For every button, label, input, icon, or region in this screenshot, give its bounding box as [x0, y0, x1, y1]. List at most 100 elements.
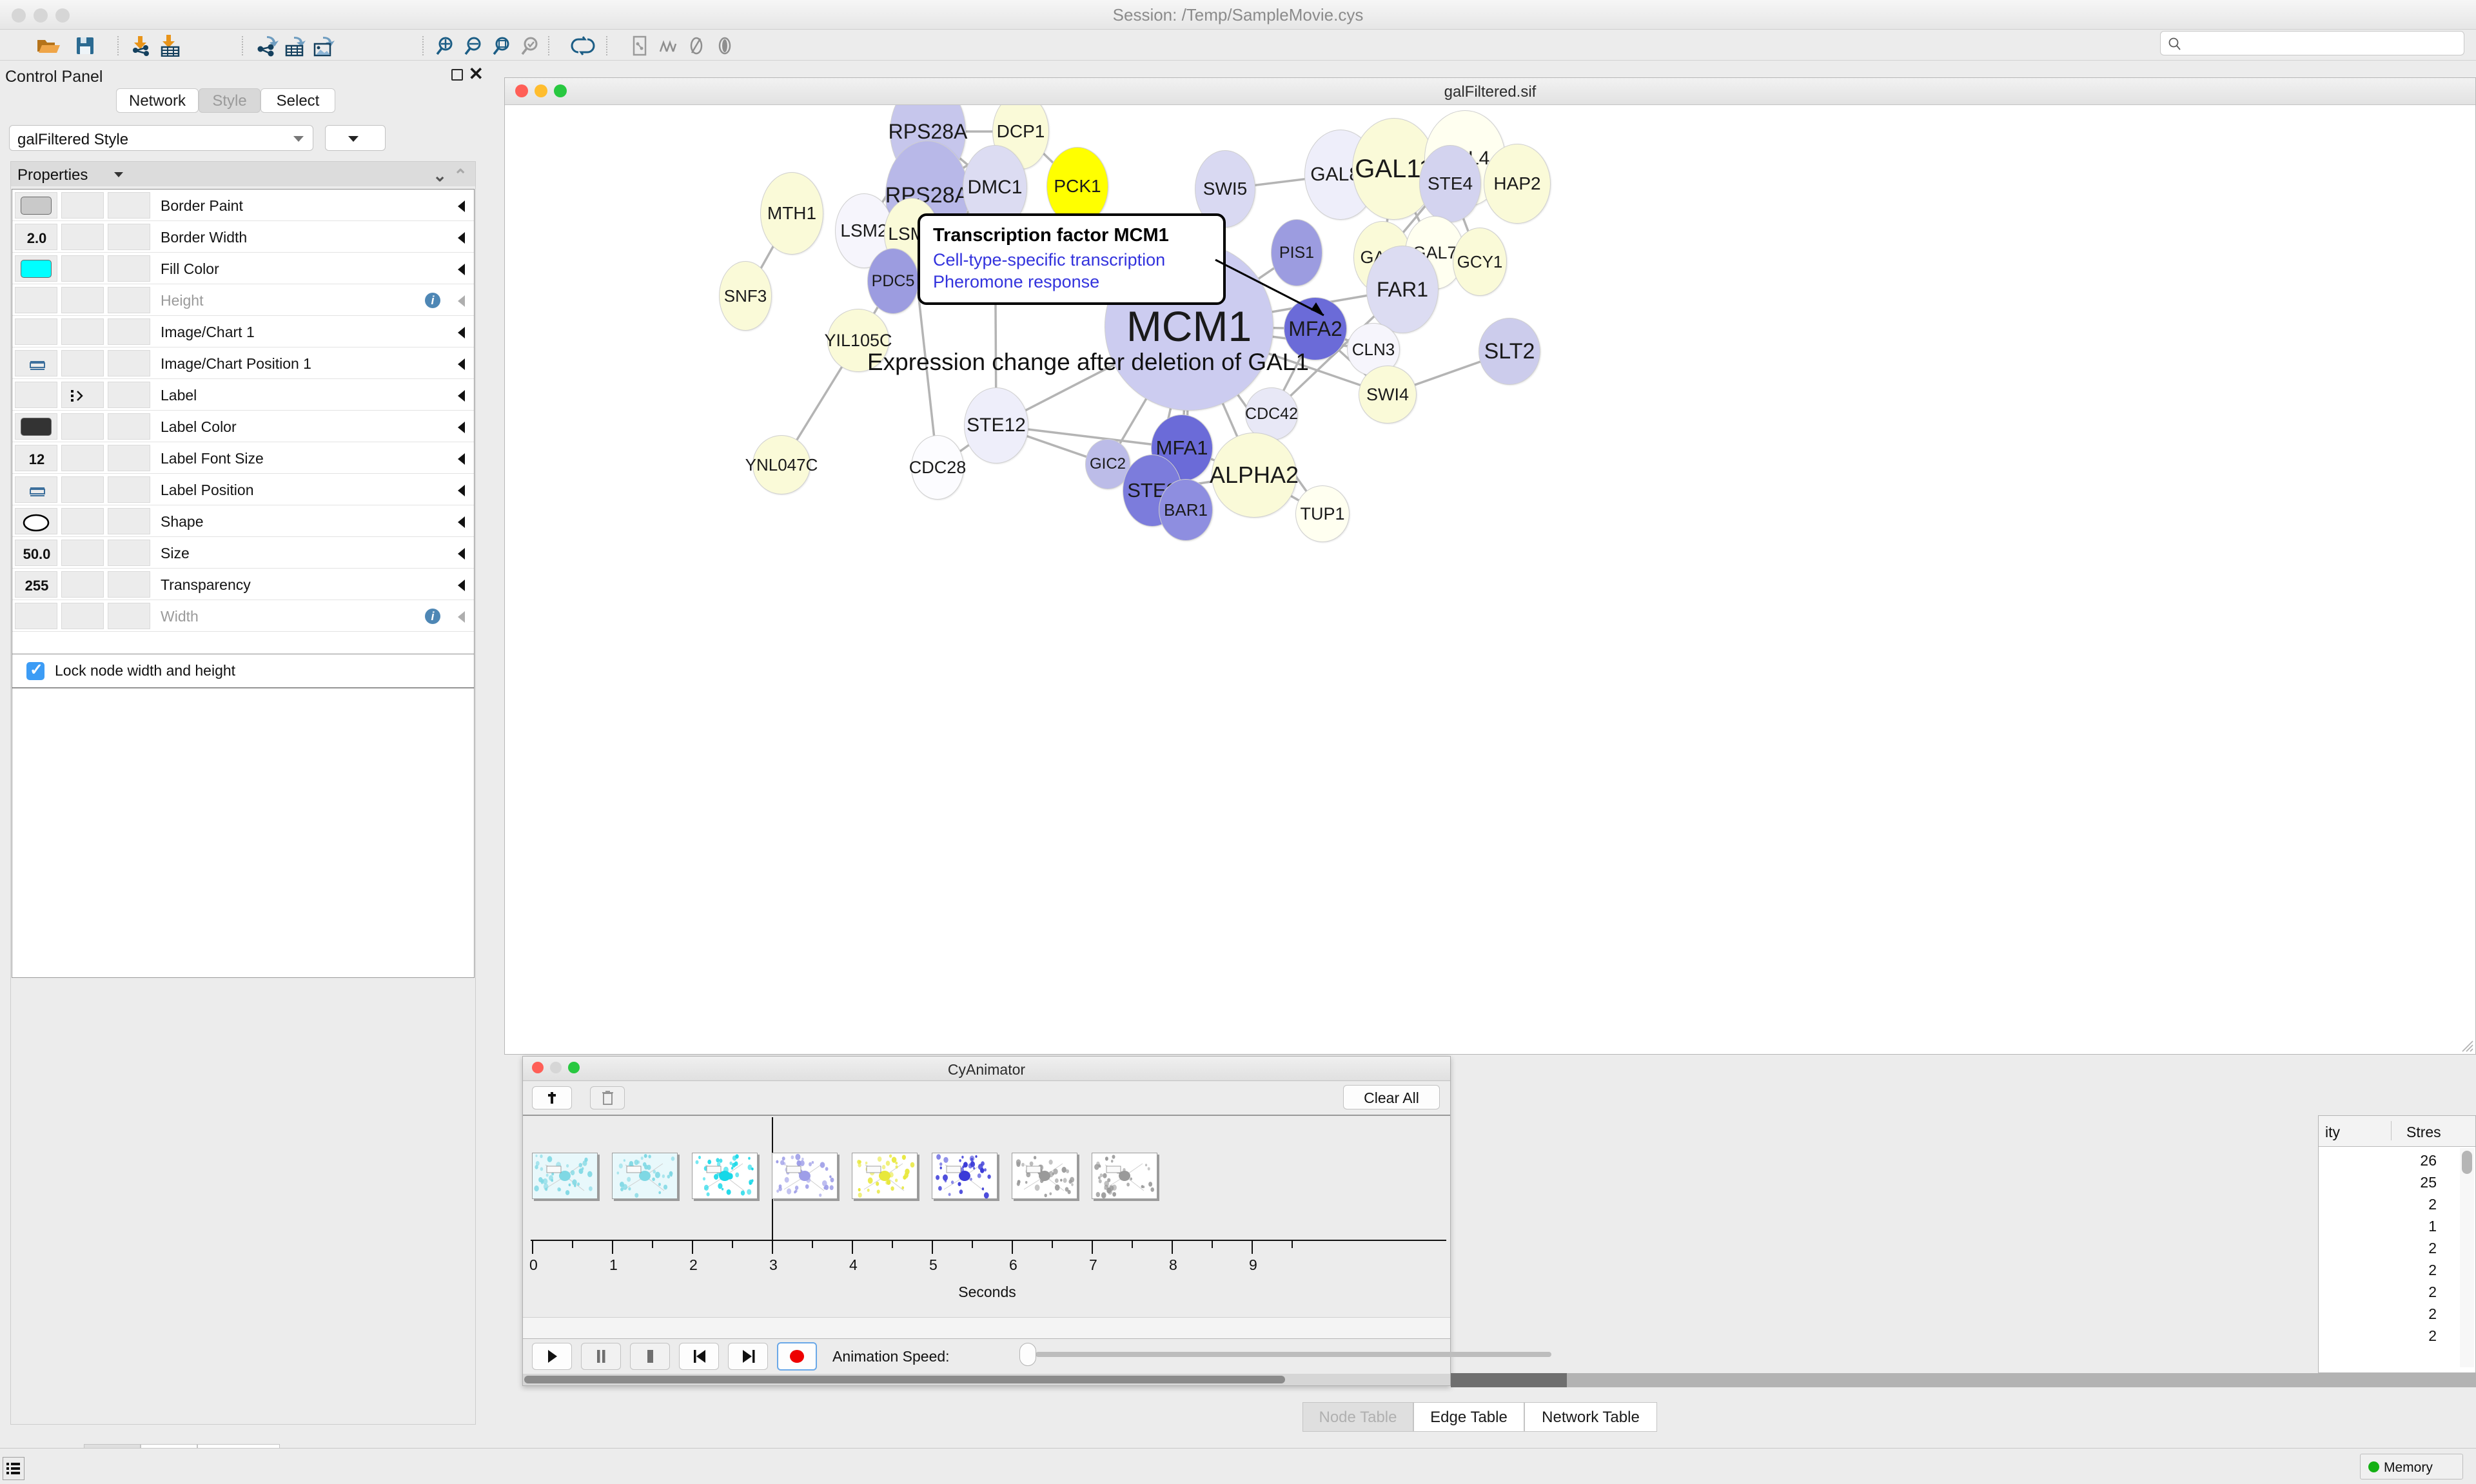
new-network-icon[interactable]: [627, 35, 653, 57]
clear-all-frames-button[interactable]: Clear All Frames: [1343, 1085, 1440, 1131]
timeline-frame[interactable]: [772, 1153, 838, 1199]
property-default-cell[interactable]: 2.0: [15, 224, 57, 250]
property-bypass-cell[interactable]: [108, 318, 150, 345]
step-back-button[interactable]: [679, 1343, 719, 1370]
color-swatch[interactable]: [21, 260, 52, 278]
record-button[interactable]: [777, 1342, 817, 1371]
export-image-icon[interactable]: [311, 35, 337, 57]
property-default-cell[interactable]: [15, 603, 57, 629]
property-bypass-cell[interactable]: [108, 445, 150, 471]
scrollbar-thumb[interactable]: [2462, 1151, 2472, 1174]
desktop-horizontal-scrollbar[interactable]: [1451, 1373, 2476, 1387]
color-swatch[interactable]: [21, 418, 52, 436]
property-row[interactable]: Height i: [12, 284, 474, 316]
property-row[interactable]: 50.0 Size: [12, 537, 474, 569]
maximize-cyanimator-button[interactable]: [568, 1062, 580, 1073]
network-node[interactable]: SNF3: [719, 261, 772, 331]
property-mapping-cell[interactable]: [61, 603, 104, 629]
expand-arrow-icon[interactable]: [458, 485, 465, 496]
property-mapping-cell[interactable]: [61, 413, 104, 440]
zoom-selected-icon[interactable]: [520, 35, 545, 57]
network-node[interactable]: TUP1: [1295, 485, 1350, 542]
table-row[interactable]: 26: [2420, 1152, 2437, 1169]
expand-arrow-icon[interactable]: [458, 264, 465, 275]
style-options-menu-button[interactable]: [325, 125, 386, 151]
property-default-cell[interactable]: [15, 382, 57, 408]
property-default-cell[interactable]: 255: [15, 571, 57, 598]
caret-down-icon[interactable]: [114, 172, 123, 177]
import-table-icon[interactable]: [157, 35, 183, 57]
expand-arrow-icon[interactable]: [458, 611, 465, 623]
expand-arrow-icon[interactable]: [458, 453, 465, 465]
property-default-cell[interactable]: [15, 350, 57, 376]
property-mapping-cell[interactable]: [61, 571, 104, 598]
network-node[interactable]: GIC2: [1085, 439, 1130, 489]
network-node[interactable]: CDC28: [909, 435, 966, 500]
expand-arrow-icon[interactable]: [458, 232, 465, 244]
network-node[interactable]: YIL105C: [824, 309, 892, 372]
property-bypass-cell[interactable]: [108, 192, 150, 219]
pause-button[interactable]: [581, 1343, 621, 1370]
property-default-cell[interactable]: [15, 255, 57, 282]
property-mapping-cell[interactable]: [61, 382, 104, 408]
property-default-cell[interactable]: [15, 192, 57, 219]
tab-edge-table[interactable]: Edge Table: [1413, 1402, 1524, 1432]
property-mapping-cell[interactable]: [61, 476, 104, 503]
play-button[interactable]: [532, 1343, 572, 1370]
hide-all-icon[interactable]: [655, 35, 681, 57]
property-bypass-cell[interactable]: [108, 413, 150, 440]
timeline-frame[interactable]: [932, 1153, 997, 1199]
property-mapping-cell[interactable]: [61, 287, 104, 313]
expand-arrow-icon[interactable]: [458, 358, 465, 370]
property-default-cell[interactable]: [15, 318, 57, 345]
property-row[interactable]: Shape: [12, 505, 474, 537]
property-row[interactable]: Image/Chart 1: [12, 316, 474, 347]
property-row[interactable]: Width i: [12, 600, 474, 632]
timeline-frame[interactable]: [1092, 1153, 1157, 1199]
property-default-cell[interactable]: [15, 287, 57, 313]
info-icon[interactable]: i: [425, 609, 440, 624]
property-bypass-cell[interactable]: [108, 603, 150, 629]
property-bypass-cell[interactable]: [108, 287, 150, 313]
lock-node-size-checkbox[interactable]: [26, 660, 44, 680]
timeline-frame[interactable]: [612, 1153, 678, 1199]
minimize-network-button[interactable]: [535, 84, 547, 97]
timeline-frame[interactable]: [692, 1153, 758, 1199]
property-bypass-cell[interactable]: [108, 350, 150, 376]
save-icon[interactable]: [72, 35, 98, 57]
property-bypass-cell[interactable]: [108, 382, 150, 408]
tab-network-table[interactable]: Network Table: [1524, 1402, 1657, 1432]
property-default-cell[interactable]: [15, 413, 57, 440]
property-bypass-cell[interactable]: [108, 255, 150, 282]
step-forward-button[interactable]: [728, 1343, 768, 1370]
node-table-scrollbar[interactable]: [2460, 1148, 2474, 1367]
table-row[interactable]: 2: [2428, 1240, 2437, 1256]
expand-arrow-icon[interactable]: [458, 200, 465, 212]
search-input[interactable]: [2160, 31, 2464, 55]
property-row[interactable]: Fill Color: [12, 253, 474, 284]
property-mapping-cell[interactable]: [61, 540, 104, 566]
table-row[interactable]: 2: [2428, 1327, 2437, 1344]
style-dropdown[interactable]: galFiltered Style: [9, 125, 313, 151]
property-row[interactable]: Label Position: [12, 474, 474, 505]
property-default-cell[interactable]: [15, 508, 57, 534]
export-table-icon[interactable]: [282, 35, 308, 57]
network-node[interactable]: PDC5: [867, 248, 919, 314]
network-node[interactable]: FAR1: [1366, 246, 1439, 333]
expand-arrow-icon[interactable]: [458, 422, 465, 433]
resize-grip-icon[interactable]: [2460, 1039, 2474, 1053]
scrollbar-thumb[interactable]: [1451, 1373, 1567, 1387]
zoom-in-icon[interactable]: [435, 35, 460, 57]
tab-style[interactable]: Style: [199, 88, 260, 113]
info-icon[interactable]: i: [425, 293, 440, 308]
expand-arrow-icon[interactable]: [458, 516, 465, 528]
expand-arrow-icon[interactable]: [458, 580, 465, 591]
network-node[interactable]: CDC42: [1245, 387, 1298, 440]
expand-arrow-icon[interactable]: [458, 548, 465, 560]
network-node[interactable]: YNL047C: [745, 435, 818, 494]
property-row[interactable]: 2.0 Border Width: [12, 221, 474, 253]
network-canvas[interactable]: RPS28ADCP1RPS28ADMC1PCK1SWI5GAL80GAL11GA…: [505, 105, 2475, 1054]
tab-network[interactable]: Network: [116, 88, 199, 113]
timeline-frame[interactable]: [532, 1153, 598, 1199]
network-node[interactable]: STE4: [1419, 145, 1481, 222]
